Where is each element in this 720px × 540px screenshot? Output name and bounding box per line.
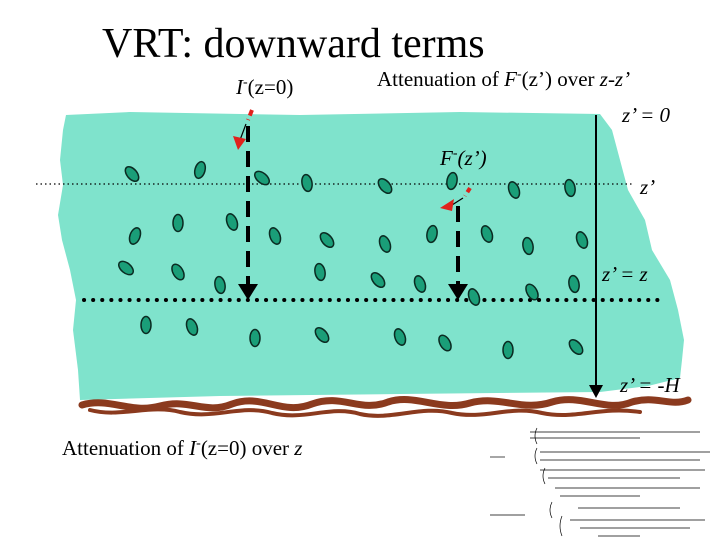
particle xyxy=(185,318,199,336)
particle xyxy=(568,274,580,294)
red-arrow-f xyxy=(440,186,472,211)
particle xyxy=(413,275,427,293)
particle xyxy=(117,260,135,276)
i-dashed-arrowhead xyxy=(238,284,258,300)
z-prime-eq-minus-h-label: z’ = -H xyxy=(619,373,682,397)
particle xyxy=(467,288,481,306)
particle xyxy=(438,334,452,352)
particle xyxy=(393,328,407,346)
particle xyxy=(268,227,282,245)
particle xyxy=(446,171,458,191)
particle xyxy=(253,170,271,186)
particle xyxy=(480,225,494,243)
ground-line-lower xyxy=(88,407,642,418)
particle xyxy=(225,213,239,231)
medium-layer xyxy=(58,112,684,400)
particle xyxy=(525,283,539,301)
particle xyxy=(378,235,392,253)
z-prime-eq-z-label: z’ = z xyxy=(601,262,648,286)
z-prime-zero-label: z’ = 0 xyxy=(621,103,671,127)
particle xyxy=(426,224,438,244)
particles xyxy=(117,160,589,360)
particle xyxy=(568,338,584,356)
particle xyxy=(171,263,185,281)
particle xyxy=(140,315,152,335)
particle xyxy=(314,262,326,282)
slide-title: VRT: downward terms xyxy=(102,21,485,67)
attenuation-i-label: Attenuation of I-(z=0) over z xyxy=(62,436,302,460)
f-dashed-arrowhead xyxy=(448,284,468,300)
equation-image xyxy=(490,427,710,537)
z-prime-label: z’ xyxy=(639,175,655,199)
particle xyxy=(564,178,576,198)
ground-line xyxy=(78,396,692,412)
particle xyxy=(370,271,386,289)
particle xyxy=(377,177,393,195)
particle xyxy=(319,231,335,249)
particle xyxy=(249,328,261,348)
particle xyxy=(214,275,226,295)
particle xyxy=(522,236,534,256)
particle xyxy=(301,173,313,193)
depth-axis-arrowhead xyxy=(589,385,603,398)
particle xyxy=(575,231,589,249)
particle xyxy=(128,227,142,245)
f-mid-label: F-(z’) xyxy=(439,146,487,170)
attenuation-f-label: Attenuation of F-(z’) over z-z’ xyxy=(377,67,630,91)
i-top-label: I-(z=0) xyxy=(235,75,293,99)
particle xyxy=(502,340,514,360)
particle xyxy=(507,181,521,199)
particle xyxy=(193,160,207,180)
particle xyxy=(172,213,184,233)
particle xyxy=(124,165,140,183)
red-arrow-i xyxy=(233,109,254,150)
particle xyxy=(314,326,330,344)
